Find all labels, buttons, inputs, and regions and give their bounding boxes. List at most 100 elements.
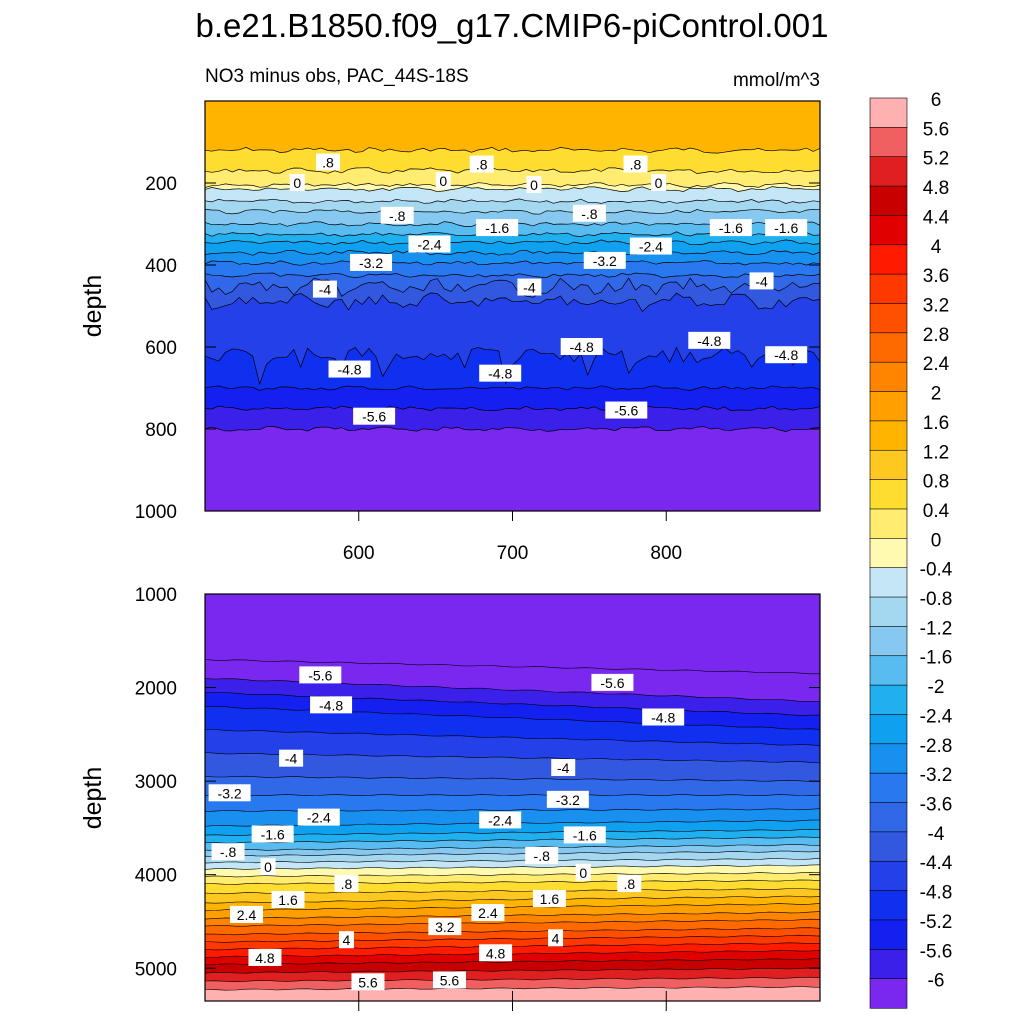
upper-contour-label: -4	[319, 282, 332, 298]
lower-contour-label: 2.4	[237, 907, 257, 923]
upper-contour-label: -.8	[389, 208, 406, 224]
upper-contour-label: -1.6	[719, 220, 743, 236]
lower-contour-label-bg	[548, 929, 564, 947]
colorbar-swatch	[869, 185, 908, 217]
lower-contour-label-bg	[230, 905, 264, 923]
upper-contour-label: 0	[439, 173, 447, 189]
upper-left-subtitle: NO3 minus obs, PAC_44S-18S	[205, 66, 469, 87]
upper-y-tick-label: 200	[145, 174, 177, 195]
lower-contour-line	[205, 967, 820, 974]
lower-contour-line	[205, 942, 820, 951]
lower-contour-label: 2.4	[478, 905, 498, 921]
lower-contour-label: .8	[624, 876, 636, 892]
upper-contour-label: .8	[322, 155, 334, 171]
lower-contour-line	[205, 871, 820, 878]
lower-contour-label-bg	[479, 944, 513, 962]
lower-contour-label: -.8	[534, 848, 551, 864]
lower-contour-label: 3.2	[435, 919, 455, 935]
upper-contour-fill	[205, 101, 820, 511]
upper-contour-line	[205, 405, 820, 412]
upper-contour-label: .8	[630, 157, 642, 173]
upper-contour-label-bg	[749, 272, 774, 290]
colorbar-swatch	[869, 655, 908, 686]
upper-contour-label: -.8	[581, 206, 598, 222]
upper-contour-line	[205, 198, 820, 204]
upper-contour-label-bg	[765, 346, 808, 364]
colorbar-label: 3.2	[923, 295, 949, 316]
colorbar-swatch	[869, 567, 908, 598]
upper-contour-line	[205, 186, 820, 193]
colorbar-swatch	[869, 684, 908, 716]
upper-y-tick-label: 800	[145, 420, 177, 441]
colorbar-label: -2	[928, 677, 945, 698]
lower-contour-label: 4.8	[255, 950, 275, 966]
upper-contour-label: -4.8	[337, 362, 361, 378]
colorbar-label: -2.8	[920, 736, 953, 757]
upper-contour-label-bg	[688, 331, 731, 349]
upper-contour-line	[205, 385, 820, 391]
upper-right-subtitle: mmol/m^3	[733, 70, 820, 91]
lower-contour-label: -4.8	[319, 697, 343, 713]
upper-contour-label-bg	[350, 253, 393, 271]
upper-contour-label-bg	[560, 338, 603, 355]
lower-contour-label-bg	[471, 904, 505, 922]
lower-contour-label-bg	[211, 843, 245, 861]
colorbar: 6 5.6 5.2 4.8 4.4 4 3.6 3.2 2.8 2.4 2 1.6 1.2 0.8 0.4 0…	[869, 90, 953, 1009]
lower-contour-line	[205, 850, 820, 857]
colorbar-label: -0.4	[920, 560, 953, 581]
lower-contour-label: -3.2	[218, 785, 242, 801]
colorbar-swatch	[869, 890, 908, 921]
lower-contour-line	[205, 895, 820, 904]
upper-contour-line	[205, 292, 820, 312]
lower-contour-label-bg	[479, 811, 522, 829]
colorbar-swatch	[869, 215, 908, 246]
lower-contour-label: -1.6	[261, 826, 285, 842]
upper-y-tick-label: 1000	[135, 502, 177, 523]
lower-contour-line	[205, 836, 820, 844]
lower-contour-label-bg	[334, 875, 359, 893]
colorbar-swatch	[869, 332, 908, 363]
lower-contour-label: -4	[557, 760, 570, 776]
lower-contour-label-bg	[248, 948, 282, 966]
lower-contour-label: -2.4	[488, 812, 512, 828]
colorbar-label: -4.8	[920, 883, 953, 904]
lower-contour-label-bg	[351, 973, 385, 991]
upper-contour-label-bg	[517, 278, 542, 296]
colorbar-swatch	[869, 860, 908, 892]
upper-contour-label: -4.8	[570, 339, 594, 355]
upper-contour-label: -2.4	[417, 237, 441, 253]
colorbar-swatch	[869, 626, 908, 657]
upper-contour-label: -5.6	[362, 409, 386, 425]
colorbar-label: 2	[931, 384, 942, 405]
colorbar-swatch	[869, 743, 908, 774]
upper-y-axis-label: depth	[79, 275, 107, 338]
colorbar-label: 4.8	[923, 178, 949, 199]
upper-contour-label: -4	[523, 280, 536, 296]
upper-contour-label-bg	[469, 155, 494, 173]
lower-contour-label-bg	[563, 826, 606, 844]
lower-contour-line	[205, 934, 820, 943]
lower-contour-line	[205, 728, 820, 746]
upper-contour-line	[205, 167, 820, 174]
upper-contour-label: -4.8	[488, 366, 512, 382]
upper-contour-labels: .8 .8 .8 0 0 0 0 -.8 -.8 -1.6 -1.6 -1.6 -2.4 -2.4 -3.2…	[289, 153, 808, 425]
colorbar-label: 0.4	[923, 501, 950, 522]
upper-contour-label-bg	[605, 401, 648, 419]
colorbar-label: 5.2	[923, 149, 949, 170]
lower-contour-label: 4	[343, 932, 351, 948]
lower-contour-line	[205, 752, 820, 764]
upper-contour-label-bg	[312, 280, 337, 298]
upper-contour-line	[205, 208, 820, 215]
lower-contour-label: 4.8	[486, 945, 506, 961]
colorbar-swatch	[869, 508, 908, 539]
lower-contour-line	[205, 879, 820, 885]
lower-contour-fill	[205, 594, 820, 1001]
lower-contour-label: -1.6	[573, 827, 597, 843]
lower-contour-label: -3.2	[556, 792, 580, 808]
lower-contour-label: .8	[341, 876, 353, 892]
lower-contour-label-bg	[251, 825, 294, 843]
upper-contour-label-bg	[583, 251, 626, 269]
upper-contour-line	[205, 277, 820, 298]
lower-contour-line	[205, 986, 820, 991]
lower-contour-line	[205, 844, 820, 852]
